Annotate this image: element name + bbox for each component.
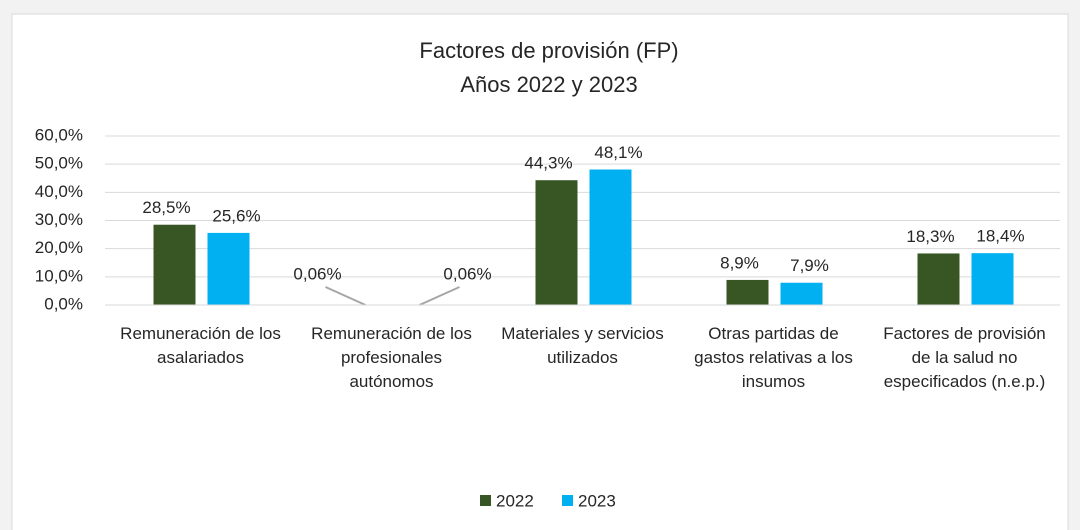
y-tick-label: 50,0% <box>35 154 83 173</box>
leader-line <box>419 286 460 306</box>
legend-label: 2023 <box>578 491 616 510</box>
data-label: 8,9% <box>720 253 759 272</box>
bar <box>780 282 823 305</box>
legend-swatch <box>562 495 573 506</box>
chart-title: Factores de provisión (FP) <box>419 38 678 63</box>
bar <box>971 253 1014 305</box>
y-tick-label: 10,0% <box>35 266 83 285</box>
data-label: 48,1% <box>594 143 642 162</box>
x-tick-label: Otras partidas de gastos relativas a los i… <box>694 324 853 391</box>
y-tick-label: 60,0% <box>35 125 83 144</box>
data-label: 25,6% <box>212 206 260 225</box>
x-tick-label: Factores de provisión de la salud no espec… <box>883 324 1046 391</box>
y-tick-label: 0,0% <box>44 294 83 313</box>
bar <box>589 169 632 305</box>
leader-line <box>325 286 366 306</box>
data-label: 28,5% <box>142 198 190 217</box>
x-tick-label: Remuneración de los profesionales autónomo… <box>311 324 472 391</box>
data-label: 0,06% <box>293 264 341 283</box>
bar <box>535 180 578 305</box>
data-label: 44,3% <box>524 154 572 173</box>
bar <box>726 279 769 305</box>
legend-label: 2022 <box>496 491 534 510</box>
bar <box>153 224 196 305</box>
legend-swatch <box>480 495 491 506</box>
data-label: 18,4% <box>976 227 1024 246</box>
data-label: 18,3% <box>906 227 954 246</box>
data-label: 7,9% <box>790 256 829 275</box>
bar <box>207 232 250 305</box>
y-tick-label: 20,0% <box>35 238 83 257</box>
x-tick-label: Remuneración de los asalariados <box>120 324 281 367</box>
bar <box>917 253 960 305</box>
chart-subtitle: Años 2022 y 2023 <box>460 72 637 97</box>
x-tick-label: Materiales y servicios utilizados <box>501 324 664 367</box>
y-tick-label: 40,0% <box>35 182 83 201</box>
y-tick-label: 30,0% <box>35 210 83 229</box>
data-label: 0,06% <box>443 264 491 283</box>
